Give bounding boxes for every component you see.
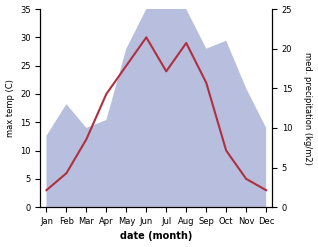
Y-axis label: med. precipitation (kg/m2): med. precipitation (kg/m2) — [303, 52, 313, 165]
Y-axis label: max temp (C): max temp (C) — [5, 79, 15, 137]
X-axis label: date (month): date (month) — [120, 231, 192, 242]
